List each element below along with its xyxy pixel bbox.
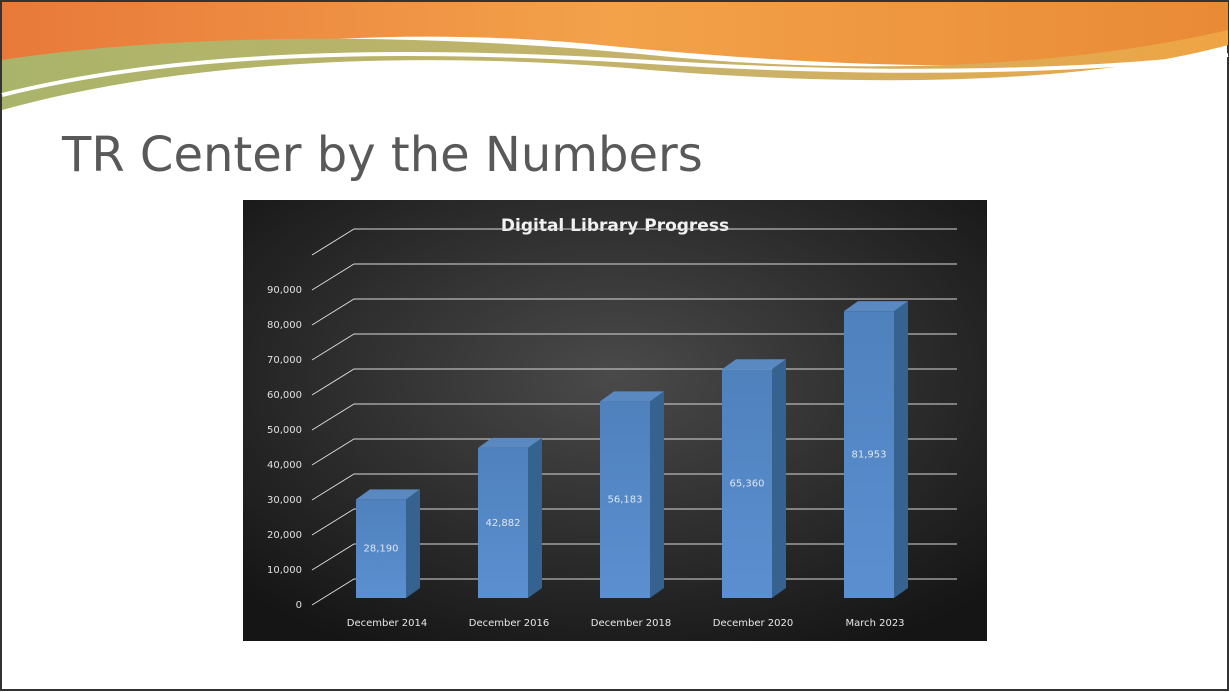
y-tick-label: 10,000 xyxy=(267,565,302,576)
x-tick-label: December 2018 xyxy=(591,618,671,629)
y-tick-label: 90,000 xyxy=(267,285,302,296)
x-tick-label: December 2020 xyxy=(713,618,793,629)
data-label: 65,360 xyxy=(730,479,765,490)
y-tick-label: 40,000 xyxy=(267,460,302,471)
y-tick-label: 20,000 xyxy=(267,530,302,541)
bar-side xyxy=(894,301,908,598)
x-tick-label: March 2023 xyxy=(845,618,904,629)
y-tick-label: 60,000 xyxy=(267,390,302,401)
x-tick-label: December 2016 xyxy=(469,618,549,629)
data-label: 56,183 xyxy=(608,495,643,506)
y-tick-label: 80,000 xyxy=(267,320,302,331)
page: {"slide_title": "TR Center by the Number… xyxy=(0,0,1230,692)
bar-side xyxy=(772,359,786,598)
data-label: 42,882 xyxy=(486,518,521,529)
y-tick-label: 70,000 xyxy=(267,355,302,366)
data-label: 81,953 xyxy=(852,450,887,461)
bar-side xyxy=(650,391,664,598)
bar-side xyxy=(528,438,542,598)
y-tick-label: 30,000 xyxy=(267,495,302,506)
x-tick-label: December 2014 xyxy=(347,618,427,629)
slide: TR Center by the Numbers Digital Library… xyxy=(0,0,1230,692)
chart-title: Digital Library Progress xyxy=(501,216,729,236)
slide-title: TR Center by the Numbers xyxy=(61,127,703,183)
y-tick-label: 50,000 xyxy=(267,425,302,436)
bar-side xyxy=(406,489,420,598)
data-label: 28,190 xyxy=(364,544,399,555)
y-tick-label: 0 xyxy=(296,600,302,611)
